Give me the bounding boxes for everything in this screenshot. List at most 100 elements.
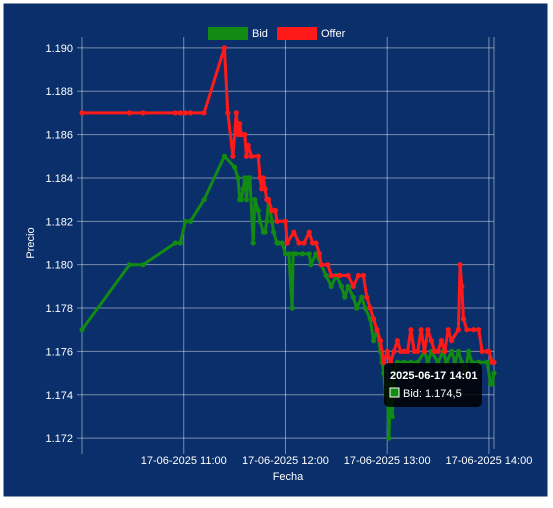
offer-point[interactable] bbox=[455, 327, 461, 333]
offer-point[interactable] bbox=[381, 359, 387, 365]
offer-point[interactable] bbox=[230, 153, 236, 159]
offer-point[interactable] bbox=[140, 110, 146, 116]
offer-point[interactable] bbox=[457, 262, 463, 268]
offer-point[interactable] bbox=[172, 110, 178, 116]
bid-point[interactable] bbox=[262, 229, 268, 235]
bid-point[interactable] bbox=[271, 229, 277, 235]
offer-point[interactable] bbox=[79, 110, 85, 116]
offer-point[interactable] bbox=[364, 294, 370, 300]
bid-point[interactable] bbox=[293, 251, 299, 257]
offer-point[interactable] bbox=[345, 272, 351, 279]
offer-point[interactable] bbox=[486, 348, 492, 354]
bid-point[interactable] bbox=[449, 348, 455, 354]
offer-point[interactable] bbox=[255, 153, 261, 159]
bid-point[interactable] bbox=[323, 272, 329, 279]
offer-point[interactable] bbox=[325, 262, 331, 268]
offer-point[interactable] bbox=[243, 153, 250, 159]
offer-point[interactable] bbox=[404, 348, 411, 354]
offer-point[interactable] bbox=[445, 327, 451, 333]
bid-point[interactable] bbox=[354, 305, 360, 311]
offer-point[interactable] bbox=[408, 327, 414, 333]
offer-point[interactable] bbox=[449, 338, 455, 344]
bid-point[interactable] bbox=[489, 381, 495, 387]
offer-point[interactable] bbox=[313, 240, 319, 246]
offer-point[interactable] bbox=[126, 110, 133, 116]
bid-point[interactable] bbox=[455, 348, 461, 354]
offer-point[interactable] bbox=[337, 272, 343, 279]
offer-point[interactable] bbox=[328, 272, 334, 279]
offer-point[interactable] bbox=[291, 229, 297, 235]
bid-point[interactable] bbox=[328, 283, 334, 289]
offer-point[interactable] bbox=[225, 110, 231, 116]
offer-point[interactable] bbox=[306, 229, 312, 235]
offer-point[interactable] bbox=[415, 348, 421, 354]
offer-point[interactable] bbox=[237, 121, 243, 127]
offer-point[interactable] bbox=[187, 110, 194, 116]
offer-point[interactable] bbox=[265, 197, 272, 203]
offer-point[interactable] bbox=[391, 348, 397, 354]
offer-point[interactable] bbox=[245, 142, 251, 148]
offer-point[interactable] bbox=[459, 283, 465, 289]
legend-label-bid[interactable]: Bid bbox=[252, 28, 268, 40]
offer-point[interactable] bbox=[464, 327, 470, 333]
bid-point[interactable] bbox=[240, 186, 246, 192]
offer-point[interactable] bbox=[374, 327, 380, 333]
offer-point[interactable] bbox=[371, 316, 377, 322]
offer-point[interactable] bbox=[282, 218, 289, 224]
bid-point[interactable] bbox=[79, 327, 85, 333]
offer-point[interactable] bbox=[428, 338, 434, 344]
offer-point[interactable] bbox=[248, 153, 255, 159]
offer-point[interactable] bbox=[479, 348, 485, 354]
bid-point[interactable] bbox=[252, 197, 258, 203]
bid-point[interactable] bbox=[299, 251, 305, 257]
offer-point[interactable] bbox=[476, 327, 482, 333]
bid-point[interactable] bbox=[126, 262, 133, 268]
bid-point[interactable] bbox=[362, 305, 368, 311]
offer-point[interactable] bbox=[260, 175, 266, 181]
offer-point[interactable] bbox=[318, 262, 324, 268]
offer-point[interactable] bbox=[394, 338, 400, 344]
offer-point[interactable] bbox=[233, 110, 239, 116]
offer-point[interactable] bbox=[438, 338, 444, 344]
bid-point[interactable] bbox=[359, 294, 365, 300]
bid-point[interactable] bbox=[371, 338, 377, 344]
bid-point[interactable] bbox=[235, 175, 241, 181]
bid-point[interactable] bbox=[221, 153, 227, 159]
offer-point[interactable] bbox=[301, 240, 307, 246]
offer-point[interactable] bbox=[182, 110, 188, 116]
offer-point[interactable] bbox=[296, 240, 302, 246]
offer-point[interactable] bbox=[425, 327, 431, 333]
bid-point[interactable] bbox=[342, 294, 348, 300]
offer-point[interactable] bbox=[350, 283, 356, 289]
offer-point[interactable] bbox=[491, 359, 497, 365]
bid-point[interactable] bbox=[257, 218, 263, 224]
bid-point[interactable] bbox=[289, 305, 295, 311]
offer-point[interactable] bbox=[221, 45, 227, 51]
bid-point[interactable] bbox=[491, 370, 497, 376]
bid-point[interactable] bbox=[286, 251, 292, 257]
offer-point[interactable] bbox=[384, 348, 390, 354]
offer-point[interactable] bbox=[316, 251, 322, 257]
bid-point[interactable] bbox=[250, 240, 256, 246]
bid-point[interactable] bbox=[350, 294, 356, 300]
bid-point[interactable] bbox=[308, 262, 314, 268]
bid-point[interactable] bbox=[201, 197, 207, 203]
bid-point[interactable] bbox=[238, 197, 244, 203]
bid-point[interactable] bbox=[386, 435, 392, 441]
bid-point[interactable] bbox=[182, 218, 188, 224]
bid-point[interactable] bbox=[269, 218, 275, 224]
offer-point[interactable] bbox=[377, 338, 383, 344]
offer-point[interactable] bbox=[442, 348, 448, 354]
offer-point[interactable] bbox=[272, 207, 278, 214]
bid-point[interactable] bbox=[345, 283, 351, 289]
bid-point[interactable] bbox=[187, 218, 194, 224]
offer-point[interactable] bbox=[360, 272, 366, 279]
bid-point[interactable] bbox=[389, 413, 395, 420]
offer-point[interactable] bbox=[274, 218, 280, 224]
bid-point[interactable] bbox=[140, 262, 146, 268]
offer-point[interactable] bbox=[177, 110, 183, 116]
offer-point[interactable] bbox=[201, 110, 207, 116]
bid-point[interactable] bbox=[177, 240, 183, 246]
legend-swatch-offer[interactable] bbox=[277, 27, 317, 40]
offer-point[interactable] bbox=[471, 327, 477, 333]
